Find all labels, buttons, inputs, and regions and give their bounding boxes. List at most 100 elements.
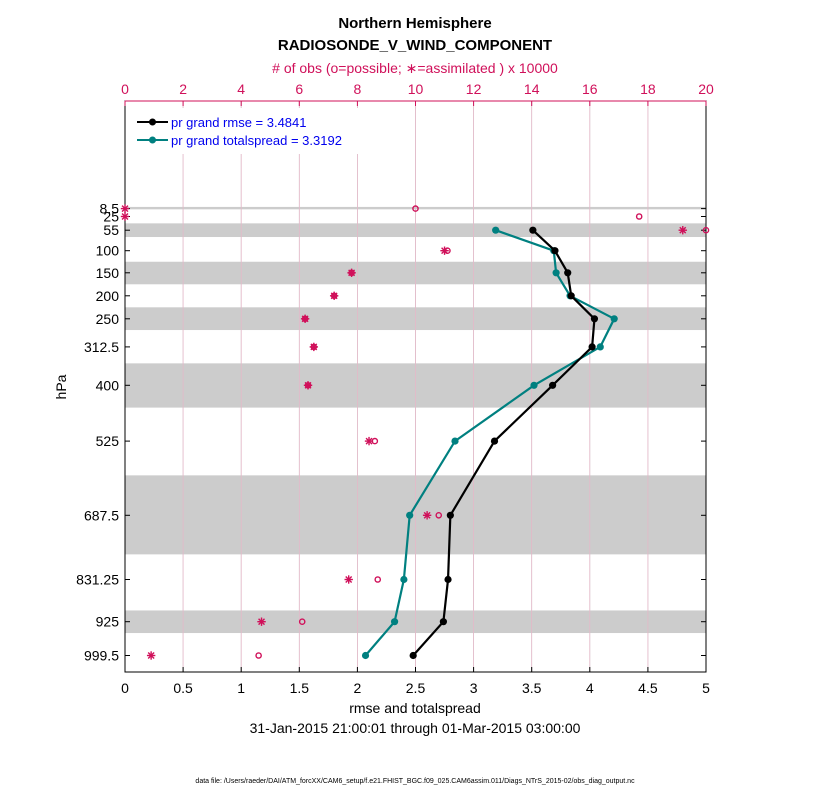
x-tick-label: 0 (121, 680, 129, 696)
series-point-rmse (409, 651, 417, 660)
series-point-totalspread (610, 315, 618, 323)
obs-assimilated-stroke (258, 618, 265, 626)
legend-spread-marker (149, 136, 156, 144)
obs-possible-marker (412, 205, 419, 212)
top-tick-label: 18 (640, 81, 656, 97)
top-tick-label: 0 (121, 81, 129, 97)
obs-assimilated-stroke (365, 437, 373, 445)
series-point-rmse (446, 511, 454, 519)
series-point-rmse (567, 292, 575, 300)
x-tick-label: 4.5 (638, 680, 658, 696)
obs-assimilated-stroke (121, 205, 129, 213)
y-axis-label: hPa (53, 374, 69, 399)
chart-title: Northern Hemisphere (338, 15, 491, 32)
y-tick-label: 100 (96, 243, 120, 259)
series-point-totalspread (406, 511, 414, 519)
obs-assimilated-stroke (121, 213, 129, 220)
y-tick-label: 8.5 (100, 201, 120, 217)
obs-assimilated-stroke (310, 343, 318, 351)
y-tick-label: 525 (96, 433, 120, 449)
obs-assimilated-stroke (345, 576, 353, 583)
x-tick-label: 2.5 (406, 680, 426, 696)
series-point-rmse (564, 269, 572, 277)
top-tick-label: 4 (237, 81, 245, 97)
obs-assimilated-stroke (147, 652, 155, 659)
obs-possible-marker (635, 213, 643, 220)
series-point-rmse (551, 247, 559, 255)
series-point-rmse (439, 618, 447, 626)
series-point-totalspread (530, 381, 538, 389)
x-tick-label: 4 (586, 680, 594, 696)
obs-assimilated-stroke (423, 511, 431, 519)
top-tick-label: 6 (295, 81, 303, 97)
obs-assimilated-marker (146, 651, 156, 660)
top-tick-label: 14 (524, 81, 540, 97)
x-axis-label: rmse and totalspread (349, 700, 481, 716)
obs-assimilated-marker (120, 212, 130, 221)
obs-assimilated-marker (364, 436, 374, 446)
series-point-rmse (590, 315, 599, 323)
series-line-rmse (412, 229, 596, 657)
top-tick-label: 12 (466, 81, 482, 97)
y-tick-label: 831.25 (76, 572, 119, 588)
obs-assimilated-marker (329, 291, 339, 300)
series-point-totalspread (400, 575, 408, 584)
series-point-rmse (549, 381, 557, 389)
obs-assimilated-marker (257, 617, 266, 626)
bottom-axis-ticks: 0 0.5 1 1.5 2 2.5 3 3.5 4 4.5 5 (121, 667, 710, 696)
series-point-rmse (444, 575, 452, 584)
obs-possible-marker (435, 512, 443, 519)
series-point-rmse (588, 343, 596, 351)
series-point-totalspread (492, 226, 500, 234)
legend-spread-label: pr grand totalspread = 3.3192 (171, 133, 342, 148)
y-tick-label: 200 (96, 288, 120, 304)
series-lines (361, 226, 618, 660)
top-axis-label: # of obs (o=possible; ∗=assimilated ) x … (272, 60, 558, 76)
y-tick-label: 150 (96, 265, 120, 281)
obs-assimilated-marker (303, 381, 313, 390)
series-point-rmse (529, 226, 537, 234)
date-range: 31-Jan-2015 21:00:01 through 01-Mar-2015… (250, 720, 581, 736)
series-point-totalspread (451, 437, 459, 445)
x-tick-label: 2 (354, 680, 362, 696)
top-tick-label: 8 (354, 81, 362, 97)
obs-possible-marker (298, 618, 306, 626)
observation-markers (120, 204, 710, 660)
obs-possible-marker (702, 226, 710, 234)
y-tick-label: 312.5 (84, 339, 119, 355)
obs-possible-marker (255, 652, 262, 659)
obs-assimilated-stroke (348, 269, 356, 277)
legend-box (130, 108, 364, 154)
chart-subtitle: RADIOSONDE_V_WIND_COMPONENT (278, 37, 552, 54)
obs-assimilated-stroke (441, 247, 449, 255)
series-point-totalspread (596, 343, 604, 351)
top-axis-ticks: 0 2 4 6 8 10 12 14 16 18 20 (121, 81, 714, 106)
y-tick-label: 25 (103, 209, 119, 225)
y-tick-label: 55 (103, 222, 119, 238)
obs-assimilated-marker (422, 511, 432, 520)
obs-assimilated-marker (344, 575, 353, 584)
top-tick-label: 16 (582, 81, 598, 97)
top-tick-label: 10 (408, 81, 424, 97)
series-point-rmse (490, 437, 499, 445)
y-tick-label: 999.5 (84, 648, 119, 664)
obs-assimilated-marker (440, 246, 449, 255)
obs-assimilated-marker (120, 204, 130, 213)
obs-assimilated-marker (347, 268, 356, 277)
legend-rmse-label: pr grand rmse = 3.4841 (171, 115, 307, 130)
series-line-totalspread (364, 229, 616, 657)
series-point-totalspread (552, 269, 560, 277)
data-file-footnote: data file: /Users/raeder/DAI/ATM_forcXX/… (195, 778, 635, 785)
series-point-totalspread (361, 651, 370, 660)
x-tick-label: 5 (702, 680, 710, 696)
y-tick-label: 250 (96, 311, 120, 327)
obs-assimilated-stroke (679, 226, 687, 234)
obs-assimilated-marker (300, 314, 310, 323)
obs-assimilated-marker (678, 226, 687, 235)
x-tick-label: 3 (470, 680, 478, 696)
obs-assimilated-stroke (330, 292, 338, 300)
series-point-totalspread (390, 618, 399, 626)
x-tick-label: 1.5 (290, 680, 310, 696)
